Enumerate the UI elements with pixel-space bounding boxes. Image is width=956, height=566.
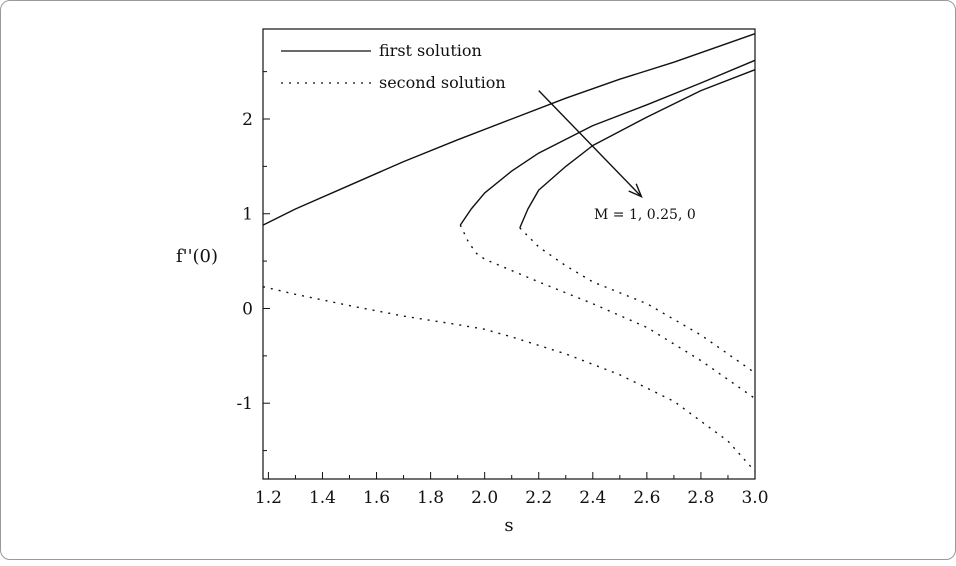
x-tick-label: 2.6 — [633, 488, 660, 508]
plot-area — [262, 28, 756, 480]
annotation-arrow — [538, 90, 643, 199]
arrow-head — [628, 183, 643, 199]
x-axis-title: s — [504, 515, 513, 536]
y-tick-label: -1 — [236, 394, 253, 414]
x-tick-label: 2.4 — [579, 488, 606, 508]
second-solution-line-3 — [459, 224, 756, 400]
legend: first solution second solution — [281, 41, 506, 92]
x-tick-label: 1.4 — [309, 488, 336, 508]
y-tick-label: 2 — [242, 110, 253, 130]
first-solution-line-2 — [459, 59, 756, 226]
second-solution-line-1 — [262, 286, 756, 472]
legend-label-first: first solution — [379, 41, 482, 60]
x-tick-label: 1.2 — [255, 488, 282, 508]
x-tick-label: 2.2 — [525, 488, 552, 508]
arrow-shaft — [538, 90, 642, 198]
y-tick-label: 0 — [242, 299, 253, 319]
legend-label-second: second solution — [379, 73, 506, 92]
y-tick-label: 1 — [242, 205, 253, 225]
series-layer — [262, 33, 756, 472]
first-solution-line-4 — [519, 69, 756, 229]
x-tick-label: 3.0 — [741, 488, 768, 508]
x-tick-label: 1.8 — [417, 488, 444, 508]
y-axis-title: f''(0) — [176, 246, 218, 267]
second-solution-line-5 — [519, 227, 756, 374]
annotation-label: M = 1, 0.25, 0 — [594, 207, 696, 223]
first-solution-line-0 — [262, 33, 756, 226]
x-tick-label: 2.8 — [687, 488, 714, 508]
x-tick-label: 1.6 — [363, 488, 390, 508]
axis-ticks: 1.2 1.4 1.6 1.8 2.0 2.2 2.4 2.6 2.8 3.0 2 1 0 -1 — [236, 71, 769, 508]
x-tick-label: 2.0 — [471, 488, 498, 508]
